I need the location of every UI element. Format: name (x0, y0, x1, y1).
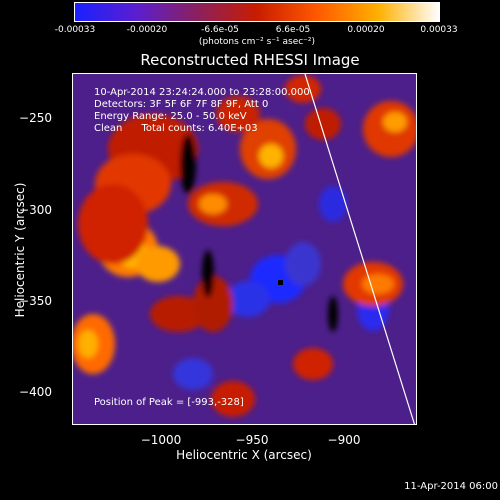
energy-range-text: Energy Range: 25.0 - 50.0 keV (94, 111, 247, 122)
emission-blob (78, 184, 148, 264)
timestamp: 11-Apr-2014 06:00 (404, 481, 498, 492)
x-tick-label: −950 (235, 433, 269, 447)
colorbar-tick-label: -0.00033 (54, 25, 96, 35)
y-axis-label: Heliocentric Y (arcsec) (13, 182, 27, 318)
emission-blob (293, 348, 333, 380)
rhessi-image-canvas (73, 74, 416, 424)
emission-blob (362, 274, 394, 294)
emission-blob (259, 144, 283, 168)
y-tick-label: −350 (19, 294, 52, 308)
emission-blob (305, 108, 341, 140)
x-axis-label: Heliocentric X (arcsec) (176, 448, 312, 462)
emission-blob (216, 96, 260, 132)
peak-position-text: Position of Peak = [-993,-328] (94, 397, 244, 408)
colorbar-unit-label: (photons cm⁻² s⁻¹ asec⁻²) (198, 37, 316, 47)
emission-blob (211, 381, 255, 417)
emission-blob (383, 112, 407, 132)
emission-blob (193, 276, 233, 332)
peak-marker (278, 280, 283, 285)
emission-blob (199, 194, 227, 214)
colorbar-tick-label: -0.00020 (126, 25, 168, 35)
y-tick-label: −250 (19, 111, 52, 125)
y-tick-label: −400 (19, 385, 52, 399)
detectors-text: Detectors: 3F 5F 6F 7F 8F 9F, Att 0 (94, 99, 269, 110)
emission-blob (319, 186, 347, 222)
emission-blob (136, 246, 180, 282)
emission-blob (173, 358, 213, 390)
emission-blob (328, 296, 338, 332)
colorbar-tick-label: 0.00020 (347, 25, 385, 35)
colorbar-tick-label: 0.00033 (420, 25, 458, 35)
rhessi-image (72, 73, 417, 425)
clean-counts-text: Clean Total counts: 6.40E+03 (94, 123, 258, 134)
emission-blob (202, 250, 214, 298)
plot-title: Reconstructed RHESSI Image (140, 51, 360, 69)
x-tick-label: −900 (327, 433, 361, 447)
emission-blob (226, 281, 270, 317)
emission-blob (78, 330, 98, 358)
x-tick-label: −1000 (140, 433, 182, 447)
time-range-text: 10-Apr-2014 23:24:24.000 to 23:28:00.000 (94, 87, 310, 98)
emission-blobs (73, 75, 416, 417)
solar-limb-line (304, 74, 416, 424)
y-tick-label: −300 (19, 203, 52, 217)
emission-blob (180, 134, 196, 194)
emission-blob (150, 296, 206, 332)
colorbar (74, 2, 440, 22)
emission-blob (285, 242, 321, 286)
colorbar-tick-label: -6.6e-05 (201, 25, 239, 35)
colorbar-tick-label: 6.6e-05 (275, 25, 311, 35)
